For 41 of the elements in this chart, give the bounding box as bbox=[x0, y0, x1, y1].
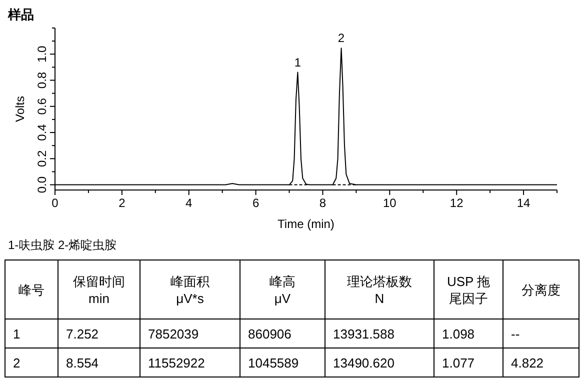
x-tick-label: 4 bbox=[186, 196, 193, 210]
y-axis-title: Volts bbox=[13, 96, 27, 122]
text: -- bbox=[511, 326, 520, 342]
text: 1 bbox=[13, 326, 20, 342]
y-tick-label: 0.0 bbox=[35, 176, 49, 194]
text: 理论塔板数 N bbox=[347, 274, 412, 306]
text: 分离度 bbox=[522, 282, 560, 298]
text: 7.252 bbox=[66, 326, 99, 342]
text: 11552922 bbox=[148, 356, 205, 370]
text: 7852039 bbox=[148, 326, 199, 342]
text: 峰号 bbox=[18, 282, 44, 298]
x-tick-label: 6 bbox=[252, 196, 260, 210]
y-tick-label: 0.4 bbox=[35, 124, 49, 141]
y-tick-label: 0.6 bbox=[35, 98, 49, 115]
text: 1-呋虫胺 2-烯啶虫胺 bbox=[8, 238, 117, 252]
text: 8.554 bbox=[66, 356, 99, 370]
text: 4.822 bbox=[511, 356, 544, 370]
text: 2 bbox=[13, 356, 20, 370]
text: 13931.588 bbox=[333, 326, 394, 342]
annotation: 1 bbox=[294, 55, 302, 70]
y-tick-label: 1.0 bbox=[35, 45, 49, 62]
x-tick-label: 14 bbox=[516, 196, 531, 210]
y-tick-label: 0.8 bbox=[35, 72, 49, 89]
x-tick-label: 2 bbox=[118, 196, 126, 210]
text: 峰高 μV bbox=[270, 274, 296, 306]
x-axis-title: Time (min) bbox=[278, 217, 334, 231]
text: 13490.620 bbox=[333, 356, 394, 370]
chart-title: 样品 bbox=[7, 7, 34, 22]
x-tick-label: 8 bbox=[319, 196, 326, 210]
text: 1045589 bbox=[248, 356, 299, 370]
text: 860906 bbox=[248, 326, 292, 342]
y-tick-label: 0.2 bbox=[35, 150, 49, 167]
text: 峰面积 μV*s bbox=[170, 274, 210, 306]
annotation: 2 bbox=[338, 31, 345, 46]
x-tick-label: 10 bbox=[382, 196, 397, 210]
x-tick-label: 12 bbox=[450, 196, 464, 210]
text: USP 拖尾因子 bbox=[446, 274, 490, 306]
text: 保留时间 min bbox=[73, 274, 125, 306]
x-tick-label: 0 bbox=[52, 196, 59, 210]
text: 1.077 bbox=[442, 356, 475, 370]
text: 1.098 bbox=[442, 326, 475, 342]
